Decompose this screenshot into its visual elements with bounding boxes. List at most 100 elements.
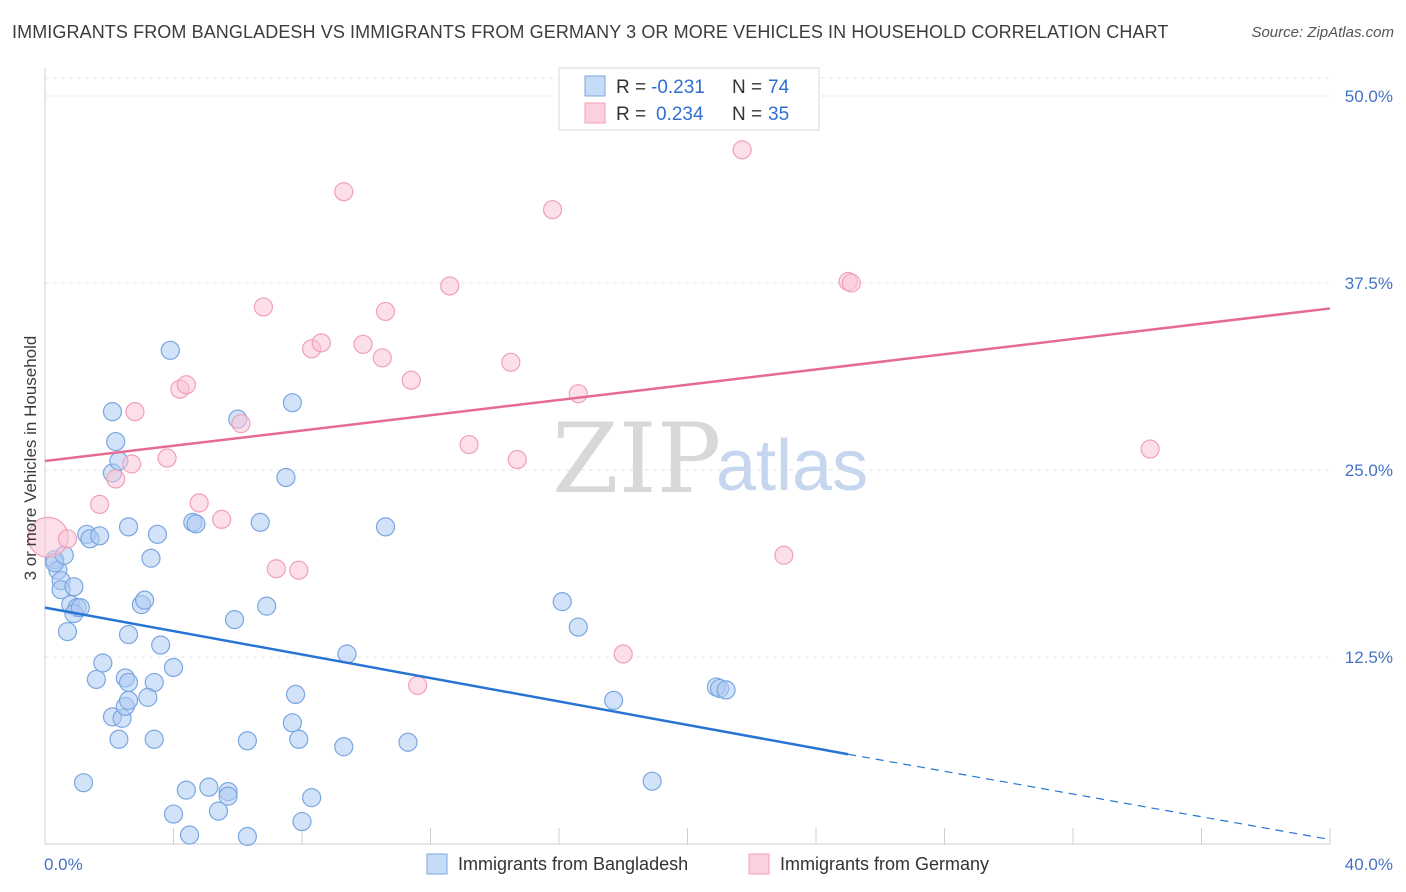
bangladesh-point bbox=[176, 780, 196, 800]
bangladesh-point bbox=[604, 690, 624, 710]
correlation-legend: R = -0.231 N = 74 R = 0.234 N = 35 bbox=[558, 67, 820, 131]
legend-swatch-pink bbox=[584, 102, 606, 124]
bangladesh-point bbox=[302, 788, 322, 808]
series-legend-swatch-germany bbox=[748, 853, 770, 875]
germany-point bbox=[212, 509, 232, 529]
legend-n-value-1: 74 bbox=[768, 77, 790, 98]
chart-title: IMMIGRANTS FROM BANGLADESH VS IMMIGRANTS… bbox=[12, 22, 1169, 42]
watermark-zip: ZIP bbox=[552, 403, 721, 515]
bangladesh-point bbox=[134, 590, 155, 610]
bangladesh-point bbox=[118, 624, 139, 645]
bangladesh-point bbox=[118, 690, 139, 710]
germany-point bbox=[568, 384, 588, 404]
germany-point bbox=[90, 494, 110, 515]
germany-point bbox=[732, 140, 752, 160]
x-tick-labels: 0.0% 40.0% bbox=[44, 855, 1393, 874]
legend-n-label-2: N = bbox=[732, 104, 762, 125]
germany-point bbox=[266, 559, 286, 579]
bangladesh-point bbox=[337, 644, 357, 664]
x-tick-label-max: 40.0% bbox=[1345, 855, 1393, 874]
germany-point bbox=[408, 675, 428, 696]
germany-point bbox=[253, 297, 274, 317]
grid-lines bbox=[45, 77, 1330, 658]
bangladesh-point bbox=[163, 804, 184, 824]
germany-point bbox=[375, 301, 396, 322]
bangladesh-point bbox=[218, 786, 238, 806]
bangladesh-point bbox=[57, 621, 78, 642]
germany-point bbox=[353, 334, 373, 354]
legend-n-label-1: N = bbox=[732, 77, 762, 98]
bangladesh-point bbox=[375, 517, 396, 537]
bangladesh-point bbox=[642, 771, 662, 791]
y-tick-labels: 12.5% 25.0% 37.5% 50.0% bbox=[1345, 87, 1393, 667]
bangladesh-point bbox=[64, 577, 84, 597]
bangladesh-point bbox=[109, 729, 129, 749]
germany-trend-line bbox=[44, 307, 1331, 463]
y-tick-label-1: 25.0% bbox=[1345, 461, 1393, 480]
bangladesh-point bbox=[568, 617, 588, 637]
bangladesh-trend-extension bbox=[848, 753, 1331, 841]
y-axis-label: 3 or more Vehicles in Household bbox=[21, 336, 40, 581]
bangladesh-point bbox=[138, 687, 158, 707]
bangladesh-point bbox=[118, 517, 139, 537]
bangladesh-point bbox=[257, 596, 277, 616]
germany-point bbox=[401, 370, 421, 390]
bangladesh-point bbox=[237, 731, 257, 751]
legend-swatch-blue bbox=[584, 75, 606, 97]
axes bbox=[44, 68, 1331, 845]
bangladesh-point bbox=[716, 680, 736, 700]
germany-point bbox=[57, 529, 78, 549]
bangladesh-point bbox=[86, 669, 107, 690]
germany-point bbox=[334, 182, 354, 202]
series-bangladesh-points bbox=[45, 340, 736, 847]
bangladesh-point bbox=[141, 548, 161, 568]
germany-point bbox=[157, 448, 177, 468]
series-legend-label-germany: Immigrants from Germany bbox=[780, 854, 989, 874]
bangladesh-point bbox=[118, 672, 139, 693]
germany-point bbox=[774, 545, 794, 565]
germany-point bbox=[289, 560, 309, 580]
x-tick-label-min: 0.0% bbox=[44, 855, 83, 874]
bangladesh-point bbox=[151, 635, 171, 655]
series-legend-swatch-bangladesh bbox=[426, 853, 448, 875]
bangladesh-point bbox=[552, 592, 572, 612]
germany-point bbox=[507, 449, 527, 470]
bangladesh-point bbox=[106, 431, 126, 452]
legend-r-value-2: 0.234 bbox=[656, 104, 704, 125]
legend-n-value-2: 35 bbox=[768, 104, 789, 125]
bangladesh-point bbox=[208, 801, 229, 821]
bangladesh-point bbox=[282, 713, 302, 733]
bangladesh-point bbox=[90, 526, 110, 546]
watermark-atlas: atlas bbox=[716, 426, 868, 506]
source-label: Source: ZipAtlas.com bbox=[1251, 24, 1394, 41]
bangladesh-point bbox=[186, 514, 206, 534]
germany-point bbox=[440, 276, 460, 296]
bangladesh-point bbox=[292, 811, 312, 832]
bangladesh-point bbox=[93, 653, 113, 673]
germany-point bbox=[122, 454, 142, 474]
bangladesh-point bbox=[237, 826, 257, 847]
bangladesh-point bbox=[282, 393, 302, 413]
legend-r-label-2: R = bbox=[616, 104, 646, 125]
germany-point bbox=[1140, 439, 1160, 459]
bangladesh-trend-line bbox=[44, 606, 849, 756]
germany-point bbox=[459, 434, 479, 455]
germany-point bbox=[542, 200, 563, 220]
germany-point bbox=[106, 469, 126, 489]
bangladesh-point bbox=[289, 729, 309, 749]
series-legend-label-bangladesh: Immigrants from Bangladesh bbox=[458, 854, 688, 874]
bangladesh-point bbox=[73, 773, 94, 793]
bangladesh-point bbox=[285, 684, 306, 705]
y-tick-label-3: 50.0% bbox=[1345, 87, 1393, 106]
bangladesh-point bbox=[199, 777, 219, 797]
bangladesh-point bbox=[250, 512, 270, 532]
germany-point bbox=[176, 375, 196, 395]
germany-point bbox=[841, 273, 861, 293]
germany-point bbox=[189, 493, 209, 513]
series-germany-points bbox=[27, 140, 1160, 696]
germany-point bbox=[501, 352, 521, 372]
bangladesh-point bbox=[147, 524, 168, 544]
bangladesh-point bbox=[179, 825, 200, 845]
legend-r-value-1: -0.231 bbox=[651, 77, 705, 98]
